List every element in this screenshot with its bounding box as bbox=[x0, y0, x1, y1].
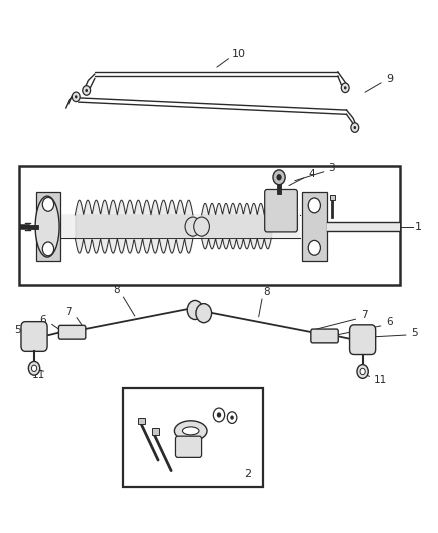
Text: 11: 11 bbox=[374, 375, 387, 385]
Text: 7: 7 bbox=[361, 310, 368, 320]
Circle shape bbox=[360, 368, 365, 375]
Text: 10: 10 bbox=[232, 50, 246, 59]
Bar bbox=[19, 166, 399, 285]
Circle shape bbox=[32, 365, 37, 372]
Text: 1: 1 bbox=[415, 222, 422, 232]
Circle shape bbox=[213, 408, 225, 422]
Bar bbox=[138, 418, 145, 424]
Circle shape bbox=[308, 240, 321, 255]
Text: 11: 11 bbox=[32, 370, 45, 380]
Text: 8: 8 bbox=[264, 287, 270, 297]
Ellipse shape bbox=[183, 427, 199, 435]
Ellipse shape bbox=[174, 421, 207, 441]
FancyBboxPatch shape bbox=[350, 325, 376, 354]
Circle shape bbox=[185, 217, 201, 236]
Bar bbox=[123, 389, 262, 487]
Text: 9: 9 bbox=[386, 74, 394, 84]
Text: 8: 8 bbox=[113, 285, 120, 295]
Text: 4: 4 bbox=[308, 168, 314, 179]
Text: 6: 6 bbox=[39, 314, 46, 325]
Circle shape bbox=[351, 123, 359, 132]
Circle shape bbox=[217, 413, 221, 418]
FancyBboxPatch shape bbox=[311, 329, 338, 343]
Circle shape bbox=[187, 301, 203, 319]
Circle shape bbox=[42, 197, 53, 211]
Text: 6: 6 bbox=[387, 317, 393, 327]
Circle shape bbox=[230, 416, 234, 419]
Text: 7: 7 bbox=[66, 306, 72, 317]
Text: 2: 2 bbox=[244, 470, 251, 479]
Bar bbox=[58, 215, 300, 238]
Bar bbox=[36, 192, 60, 261]
Circle shape bbox=[308, 198, 321, 213]
FancyBboxPatch shape bbox=[265, 190, 297, 232]
Circle shape bbox=[72, 92, 80, 102]
Text: 3: 3 bbox=[328, 163, 335, 173]
Circle shape bbox=[357, 365, 368, 378]
Circle shape bbox=[344, 86, 346, 90]
FancyBboxPatch shape bbox=[58, 325, 86, 339]
Circle shape bbox=[353, 126, 356, 129]
Bar bbox=[302, 192, 327, 261]
Circle shape bbox=[28, 361, 40, 375]
Ellipse shape bbox=[35, 196, 59, 257]
Circle shape bbox=[227, 412, 237, 423]
Circle shape bbox=[273, 170, 285, 185]
Circle shape bbox=[276, 174, 282, 181]
Circle shape bbox=[341, 83, 349, 93]
Circle shape bbox=[75, 95, 78, 99]
Circle shape bbox=[85, 89, 88, 92]
FancyBboxPatch shape bbox=[176, 436, 201, 457]
Circle shape bbox=[194, 217, 209, 236]
Bar bbox=[327, 222, 399, 231]
Text: 5: 5 bbox=[412, 328, 418, 338]
Bar bbox=[152, 428, 159, 434]
Circle shape bbox=[83, 86, 91, 95]
Text: 5: 5 bbox=[14, 325, 21, 335]
FancyBboxPatch shape bbox=[21, 321, 47, 351]
Bar bbox=[329, 195, 335, 200]
Circle shape bbox=[42, 242, 53, 256]
Circle shape bbox=[196, 304, 212, 322]
